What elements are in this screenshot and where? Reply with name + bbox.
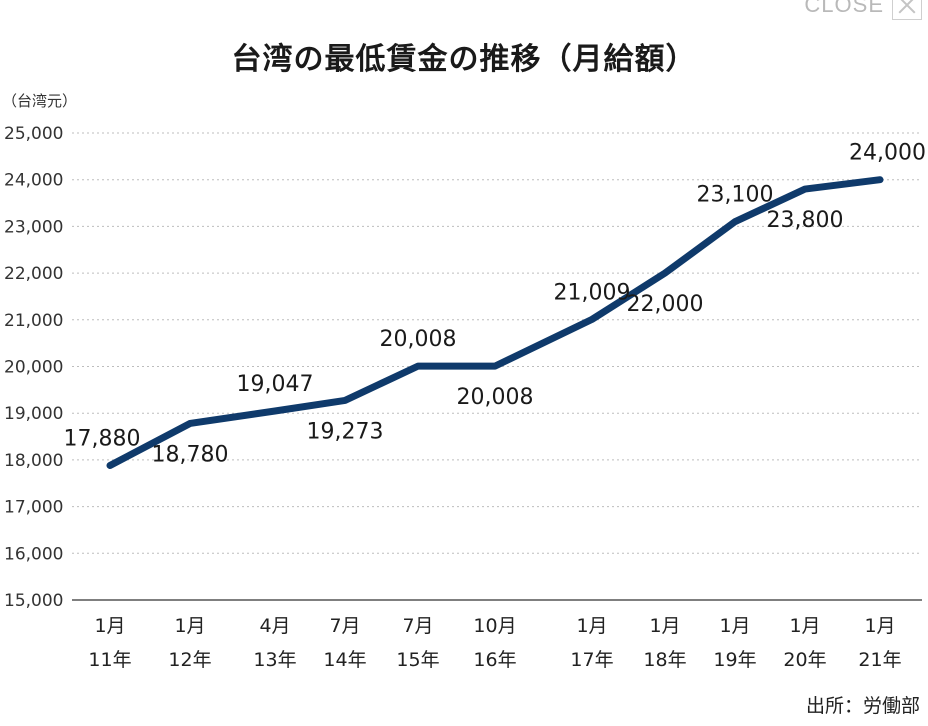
data-label: 18,780	[152, 442, 229, 467]
series-line-layer	[106, 176, 884, 470]
data-labels: 17,880 18,780 19,047 19,273 20,008 20,008 21,0…	[64, 141, 926, 468]
x-tick-label-year: 18年	[643, 649, 686, 671]
x-tick-label-month: 1月	[864, 615, 895, 637]
y-tick-label: 17,000	[4, 498, 63, 518]
y-tick-label: 18,000	[4, 451, 63, 471]
data-label: 22,000	[627, 292, 704, 317]
x-tick-label-month: 1月	[94, 615, 125, 637]
y-tick-label: 15,000	[4, 591, 63, 611]
y-tick-label: 21,000	[4, 311, 63, 331]
y-tick-label: 16,000	[4, 544, 63, 564]
close-button[interactable]: CLOSE	[804, 0, 922, 20]
y-tick-label: 25,000	[4, 124, 63, 144]
x-tick-label-year: 20年	[783, 649, 826, 671]
data-label: 19,047	[237, 372, 314, 397]
close-icon[interactable]	[892, 0, 922, 20]
x-tick-label-month: 7月	[329, 615, 360, 637]
x-tick-label-year: 12年	[168, 649, 211, 671]
close-label: CLOSE	[804, 0, 884, 17]
y-tick-labels: 15,000 16,000 17,000 18,000 19,000 20,000 21,0…	[4, 124, 63, 611]
x-tick-labels: 1月 11年 1月 12年 4月 13年 7月 14年 7月 15年 10月 16年 1月 17年 1月 18…	[88, 615, 901, 671]
chart-title: 台湾の最低賃金の推移（月給額）	[231, 42, 697, 77]
source-label: 出所：労働部	[805, 695, 920, 717]
x-tick-label-year: 11年	[88, 649, 131, 671]
data-label: 20,008	[457, 385, 534, 410]
x-tick-label-month: 1月	[174, 615, 205, 637]
series-line	[106, 176, 884, 470]
y-tick-label: 19,000	[4, 404, 63, 424]
y-tick-label: 22,000	[4, 264, 63, 284]
y-tick-label: 24,000	[4, 171, 63, 191]
data-label: 20,008	[380, 327, 457, 352]
x-tick-label-year: 14年	[323, 649, 366, 671]
x-tick-label-year: 21年	[858, 649, 901, 671]
x-tick-label-month: 10月	[473, 615, 516, 637]
x-tick-label-month: 4月	[259, 615, 290, 637]
x-tick-label-month: 7月	[402, 615, 433, 637]
x-tick-label-year: 15年	[396, 649, 439, 671]
x-tick-label-month: 1月	[649, 615, 680, 637]
x-tick-label-month: 1月	[719, 615, 750, 637]
data-label: 21,009	[554, 280, 631, 305]
data-label: 23,100	[697, 183, 774, 208]
y-tick-label: 23,000	[4, 217, 63, 237]
y-axis-unit-label: （台湾元）	[2, 92, 78, 110]
x-tick-label-month: 1月	[576, 615, 607, 637]
y-tick-label: 20,000	[4, 358, 63, 378]
x-tick-label-year: 13年	[253, 649, 296, 671]
x-tick-label-year: 17年	[570, 649, 613, 671]
data-label: 19,273	[307, 419, 384, 444]
x-tick-label-year: 16年	[473, 649, 516, 671]
data-label: 23,800	[767, 208, 844, 233]
x-tick-label-month: 1月	[789, 615, 820, 637]
data-label: 17,880	[64, 427, 141, 452]
data-label: 24,000	[849, 141, 926, 166]
x-tick-label-year: 19年	[713, 649, 756, 671]
